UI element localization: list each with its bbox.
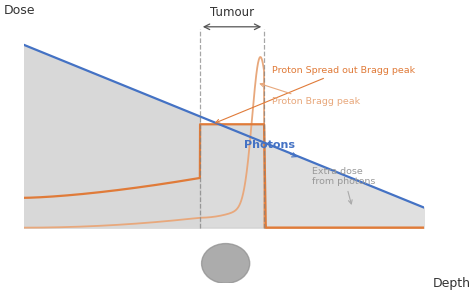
Text: Proton Bragg peak: Proton Bragg peak [260, 83, 360, 106]
Text: Depth: Depth [432, 277, 471, 290]
Text: Dose: Dose [4, 4, 36, 17]
Ellipse shape [201, 243, 250, 283]
Text: Tumour: Tumour [210, 6, 254, 19]
Text: Extra dose
from photons: Extra dose from photons [312, 166, 375, 204]
Text: Proton Spread out Bragg peak: Proton Spread out Bragg peak [216, 66, 415, 123]
Text: Photons: Photons [244, 140, 297, 157]
